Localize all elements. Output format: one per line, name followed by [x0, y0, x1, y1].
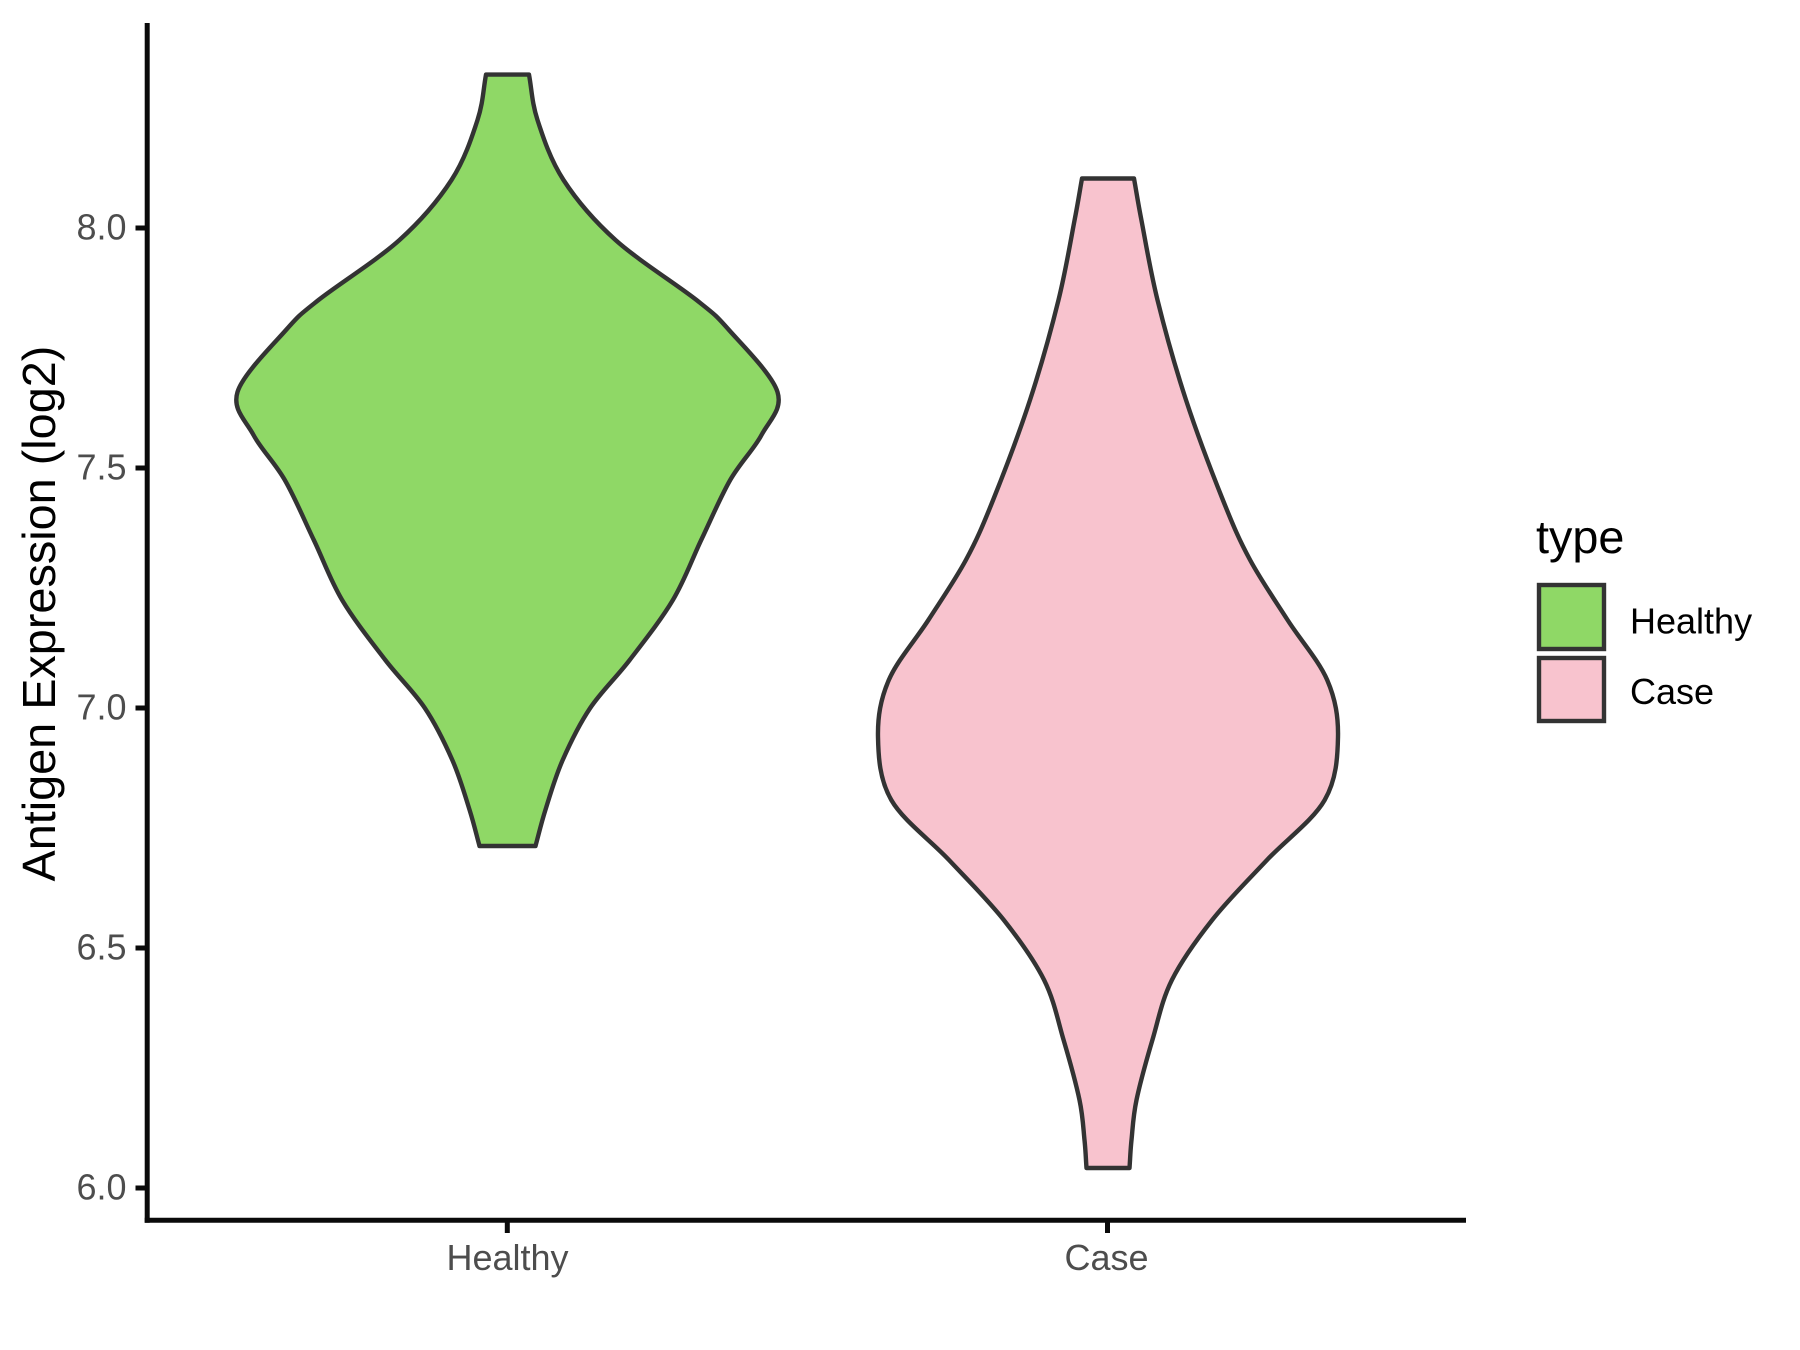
svg-text:7.5: 7.5: [76, 446, 126, 487]
svg-text:Case: Case: [1064, 1237, 1148, 1278]
svg-text:6.0: 6.0: [76, 1166, 126, 1207]
svg-text:Antigen Expression (log2): Antigen Expression (log2): [13, 346, 65, 882]
svg-text:type: type: [1536, 511, 1624, 563]
svg-text:Healthy: Healthy: [446, 1237, 568, 1278]
svg-text:6.5: 6.5: [76, 926, 126, 967]
svg-text:8.0: 8.0: [76, 206, 126, 247]
svg-text:Healthy: Healthy: [1630, 601, 1752, 642]
svg-text:Case: Case: [1630, 671, 1714, 712]
svg-text:7.0: 7.0: [76, 686, 126, 727]
